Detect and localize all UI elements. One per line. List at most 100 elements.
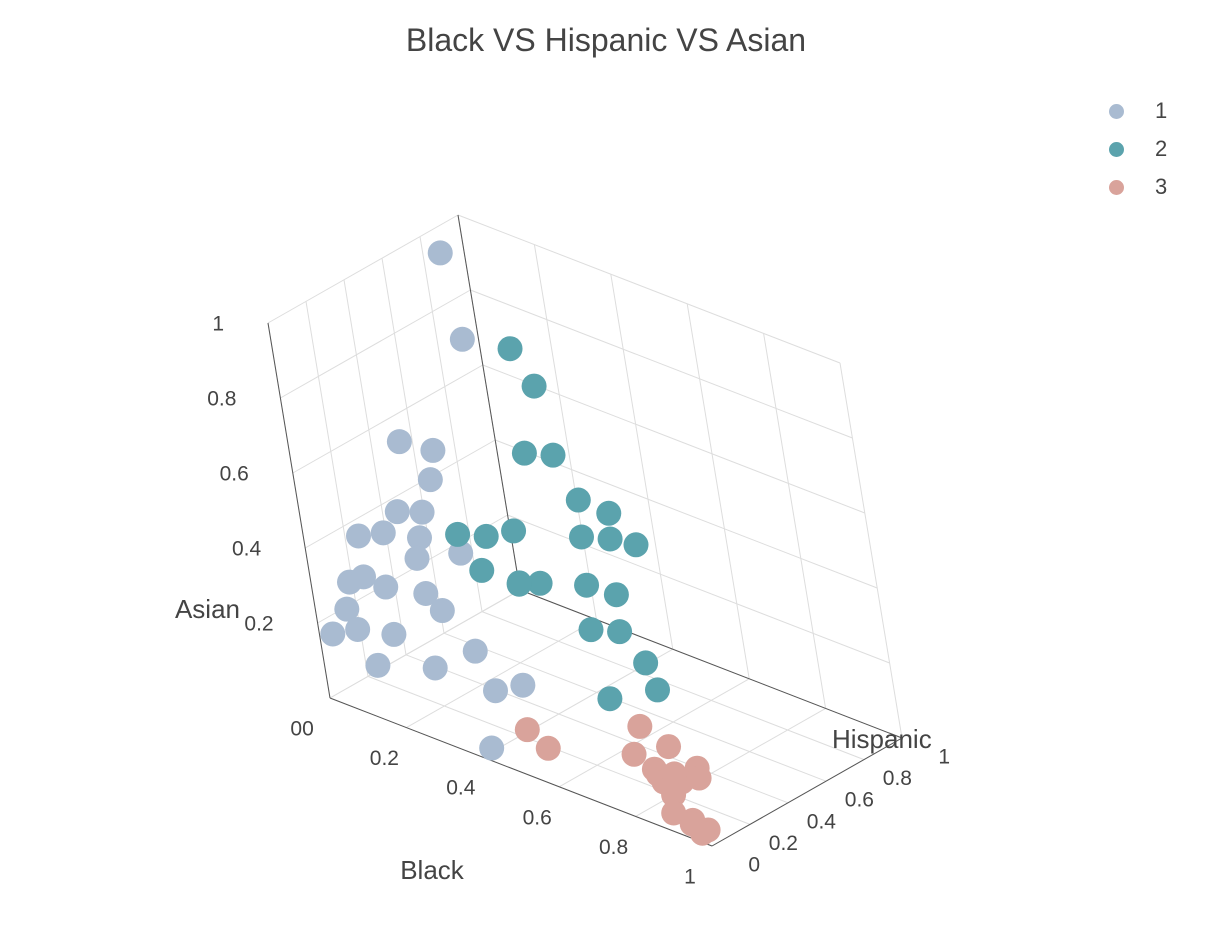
data-point-series-3[interactable]	[689, 820, 715, 846]
data-point-series-2[interactable]	[540, 442, 566, 468]
y-tick-label: 1	[938, 746, 950, 769]
data-point-series-2[interactable]	[473, 523, 499, 549]
data-point-series-1[interactable]	[413, 581, 439, 606]
data-point-series-2[interactable]	[596, 500, 622, 526]
data-point-series-1[interactable]	[427, 240, 453, 266]
data-point-series-1[interactable]	[409, 499, 435, 525]
point-layer	[320, 240, 721, 846]
data-point-series-2[interactable]	[574, 572, 600, 598]
data-point-series-1[interactable]	[384, 499, 410, 525]
data-point-series-2[interactable]	[623, 532, 649, 558]
data-point-series-2[interactable]	[603, 582, 629, 608]
data-point-series-1[interactable]	[510, 672, 536, 698]
data-point-series-1[interactable]	[381, 621, 407, 647]
z-tick-label: 0.6	[220, 463, 249, 486]
data-point-series-2[interactable]	[511, 440, 537, 466]
data-point-series-3[interactable]	[514, 717, 540, 743]
data-point-series-3[interactable]	[661, 800, 687, 826]
data-point-series-1[interactable]	[429, 598, 455, 624]
x-tick-label: 1	[684, 866, 696, 889]
data-point-series-2[interactable]	[645, 677, 670, 703]
data-point-series-2[interactable]	[565, 487, 591, 513]
data-point-series-2[interactable]	[578, 617, 604, 643]
x-tick-label: 0.2	[370, 747, 399, 770]
grid-line	[610, 274, 674, 650]
data-point-series-1[interactable]	[370, 520, 396, 546]
grid-line	[481, 611, 865, 761]
legend-label: 2	[1155, 136, 1168, 161]
data-point-series-2[interactable]	[501, 518, 527, 544]
data-point-series-3[interactable]	[686, 765, 712, 791]
z-tick-label: 1	[212, 313, 224, 336]
z-tick-label: 0.8	[207, 388, 236, 411]
grid-line	[482, 364, 865, 514]
y-axis-title: Hispanic	[832, 724, 932, 754]
data-point-series-1[interactable]	[373, 574, 399, 600]
x-axis-line	[329, 697, 713, 847]
z-axis-title: Asian	[175, 594, 240, 624]
data-point-series-1[interactable]	[422, 655, 448, 681]
grid-line	[381, 258, 445, 634]
z-tick-label: 0.4	[232, 538, 262, 561]
data-point-series-1[interactable]	[462, 638, 488, 664]
data-point-series-1[interactable]	[404, 545, 430, 571]
data-point-series-2[interactable]	[469, 557, 495, 583]
grid-line	[839, 362, 903, 739]
data-point-series-2[interactable]	[506, 570, 532, 596]
data-point-series-1[interactable]	[449, 326, 475, 352]
data-point-series-1[interactable]	[448, 540, 474, 566]
chart-title: Black VS Hispanic VS Asian	[405, 22, 807, 58]
data-point-series-2[interactable]	[633, 650, 659, 676]
y-tick-label: 0.6	[845, 789, 874, 812]
data-point-series-2[interactable]	[445, 521, 471, 547]
y-tick-label: 0	[748, 854, 760, 877]
data-point-series-1[interactable]	[407, 525, 432, 551]
grid-line	[507, 514, 890, 664]
data-point-series-1[interactable]	[351, 564, 377, 590]
data-point-series-1[interactable]	[483, 678, 508, 704]
data-point-series-1[interactable]	[346, 523, 371, 549]
data-point-series-1[interactable]	[345, 616, 371, 642]
data-point-series-3[interactable]	[621, 741, 647, 767]
data-point-series-1[interactable]	[320, 621, 346, 647]
grid-line	[470, 289, 853, 439]
data-point-series-3[interactable]	[535, 735, 561, 761]
grid-line	[686, 303, 750, 679]
x-tick-label: 0.4	[446, 777, 476, 800]
data-point-series-2[interactable]	[597, 686, 623, 712]
data-point-series-2[interactable]	[497, 336, 523, 362]
grid-line	[558, 678, 750, 788]
grid-line	[329, 589, 521, 699]
data-point-series-1[interactable]	[479, 735, 505, 761]
data-point-series-1[interactable]	[417, 467, 443, 493]
data-point-series-3[interactable]	[661, 761, 687, 787]
data-point-series-1[interactable]	[386, 429, 412, 455]
data-point-series-3[interactable]	[656, 734, 682, 760]
x-tick-label: 0.8	[599, 836, 628, 859]
legend-swatch	[1109, 141, 1124, 157]
data-point-series-1[interactable]	[365, 652, 391, 678]
legend-label: 3	[1155, 174, 1168, 199]
grid-line	[292, 364, 484, 474]
grid-line	[443, 632, 827, 782]
data-point-series-2[interactable]	[569, 524, 594, 550]
data-point-series-2[interactable]	[527, 570, 553, 596]
legend-swatch	[1109, 179, 1124, 195]
data-point-series-2[interactable]	[597, 526, 623, 552]
x-tick-label: 0.6	[523, 806, 552, 829]
legend-item-2[interactable]: 2	[1100, 130, 1200, 168]
data-point-series-2[interactable]	[607, 619, 633, 645]
legend-label: 1	[1155, 98, 1168, 123]
data-point-series-2[interactable]	[521, 373, 547, 399]
data-point-series-3[interactable]	[627, 713, 653, 739]
data-point-series-1[interactable]	[420, 437, 446, 463]
y-back-axis-line	[519, 589, 903, 739]
legend-item-3[interactable]: 3	[1100, 168, 1200, 206]
legend-item-1[interactable]: 1	[1100, 92, 1200, 130]
z-tick-label: 0	[290, 718, 302, 741]
grid-line	[267, 214, 459, 324]
y-tick-label: 0.2	[769, 832, 798, 855]
axis-label-layer: Black Hispanic Asian	[175, 594, 932, 885]
data-point-series-1[interactable]	[334, 596, 360, 622]
data-point-series-3[interactable]	[661, 782, 687, 808]
